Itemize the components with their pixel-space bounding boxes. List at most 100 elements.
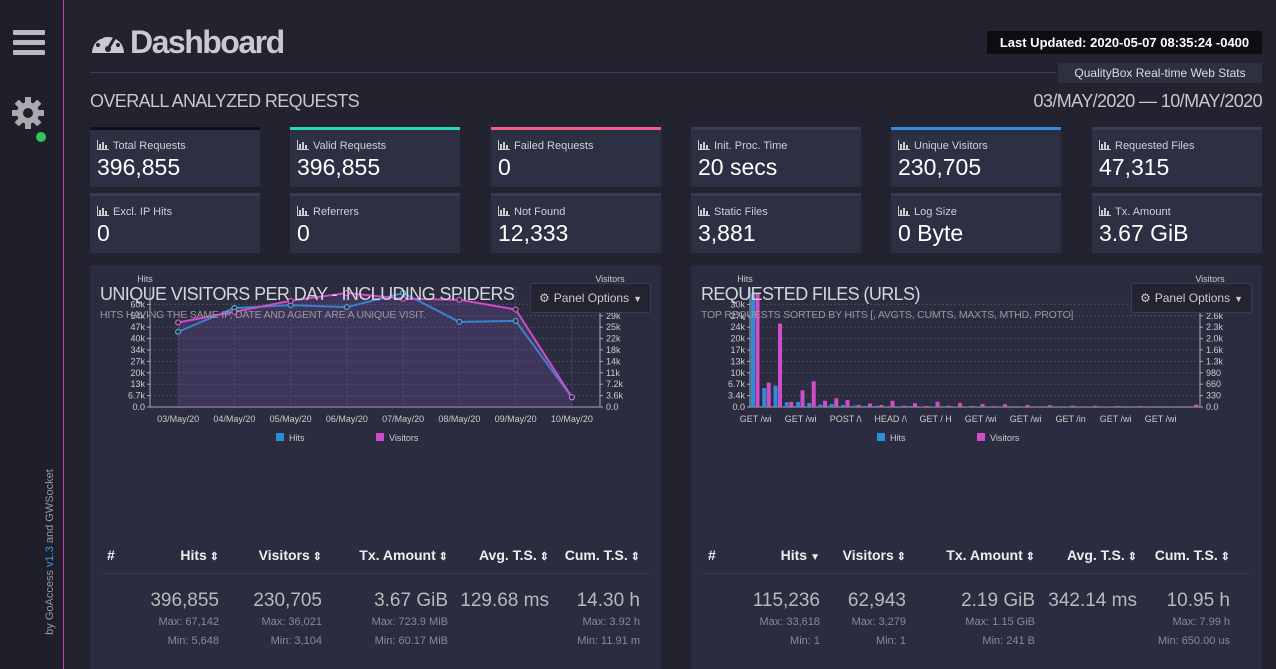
cell-max: Max: 3.92 h xyxy=(582,616,640,628)
subtitle: QualityBox Real-time Web Stats xyxy=(1058,63,1262,83)
cell-value: 129.68 ms xyxy=(460,590,549,611)
bar xyxy=(868,403,872,407)
card-value: 0 Byte xyxy=(898,220,964,246)
menu-icon[interactable] xyxy=(13,30,45,56)
cell-min: Min: 1 xyxy=(876,635,906,647)
column-header[interactable]: Cum. T.S. ⇕ xyxy=(1154,547,1230,563)
card-label-text: Valid Requests xyxy=(313,140,387,152)
column-header[interactable]: Visitors ⇕ xyxy=(258,547,322,563)
column-header-text: Cum. T.S. xyxy=(564,547,628,563)
column-header-text: Hits xyxy=(180,547,207,563)
bar xyxy=(991,406,996,407)
bar xyxy=(1014,406,1019,407)
bar xyxy=(976,406,980,407)
y2-tick-label: 14k xyxy=(606,356,621,366)
card-value: 230,705 xyxy=(898,154,982,180)
bar xyxy=(913,403,917,407)
column-header[interactable]: Tx. Amount ⇕ xyxy=(946,547,1035,563)
point xyxy=(175,319,182,326)
cell-min: Min: 650.00 us xyxy=(1157,635,1230,647)
bar xyxy=(1194,404,1199,407)
bar xyxy=(1081,406,1086,407)
point xyxy=(568,394,575,401)
y-tick-label: 27k xyxy=(730,311,745,321)
legend-swatch xyxy=(877,433,885,441)
y-axis-title: Hits xyxy=(737,274,753,284)
card-label-text: Tx. Amount xyxy=(1115,206,1171,218)
card-label: Excl. IP Hits xyxy=(97,206,172,218)
bar xyxy=(778,323,782,407)
bar xyxy=(834,398,839,407)
header-rule xyxy=(703,573,1250,574)
bar xyxy=(980,403,985,407)
x-tick-label: 10/May/20 xyxy=(551,414,593,424)
cell-value: 62,943 xyxy=(847,590,906,611)
panel-options-button[interactable]: ⚙ Panel Options ▼ xyxy=(530,283,651,313)
y2-tick-label: 2.0k xyxy=(1206,334,1224,344)
stat-card: Log Size 0 Byte xyxy=(891,193,1061,253)
bar xyxy=(852,405,857,407)
column-header[interactable]: Hits ⇕ xyxy=(180,547,219,563)
column-header[interactable]: Cum. T.S. ⇕ xyxy=(564,547,640,563)
y2-tick-label: 2.3k xyxy=(1206,322,1224,332)
column-header: # xyxy=(107,547,115,563)
y2-axis-title: Visitors xyxy=(595,274,625,284)
card-label: Tx. Amount xyxy=(1099,206,1171,218)
card-value: 396,855 xyxy=(297,154,381,180)
x-tick-label: POST /\ xyxy=(830,414,862,424)
panel-title: REQUESTED FILES (URLS) xyxy=(701,284,920,304)
stat-card: Static Files 3,881 xyxy=(691,193,861,253)
cell-min: Min: 5,648 xyxy=(167,635,219,647)
bar xyxy=(1138,406,1142,407)
x-tick-label: GET /wi xyxy=(1100,414,1132,424)
stat-card: Tx. Amount 3.67 GiB xyxy=(1092,193,1262,253)
column-header[interactable]: Avg. T.S. ⇕ xyxy=(478,547,549,563)
column-header[interactable]: Hits ▼ xyxy=(780,547,820,563)
bar xyxy=(919,406,924,407)
bar xyxy=(1104,406,1109,407)
x-tick-label: 09/May/20 xyxy=(495,414,537,424)
bar xyxy=(1183,406,1187,407)
column-header-text: Hits xyxy=(780,547,808,563)
x-tick-label: 04/May/20 xyxy=(213,414,255,424)
panel-options-button[interactable]: ⚙ Panel Options ▼ xyxy=(1131,283,1252,313)
y-tick-label: 17k xyxy=(730,345,745,355)
y2-tick-label: 22k xyxy=(606,334,621,344)
card-label: Referrers xyxy=(297,206,359,218)
x-tick-label: 07/May/20 xyxy=(382,414,424,424)
stat-card: Unique Visitors 230,705 xyxy=(891,127,1061,187)
stat-card: Not Found 12,333 xyxy=(491,193,661,253)
settings-icon[interactable] xyxy=(12,97,48,143)
card-label: Total Requests xyxy=(97,140,186,152)
legend-label: Visitors xyxy=(990,433,1020,443)
column-header[interactable]: Avg. T.S. ⇕ xyxy=(1066,547,1137,563)
card-label-text: Not Found xyxy=(514,206,566,218)
y2-tick-label: 3.6k xyxy=(606,391,624,401)
y-tick-label: 13k xyxy=(130,379,145,389)
cell-min: Min: 241 B xyxy=(982,635,1035,647)
y2-tick-label: 18k xyxy=(606,345,621,355)
column-header[interactable]: Tx. Amount ⇕ xyxy=(359,547,448,563)
card-value: 0 xyxy=(97,220,110,246)
cell-min: Min: 60.17 MiB xyxy=(374,635,448,647)
bar xyxy=(1160,406,1165,407)
bar xyxy=(856,404,861,407)
panel-subtitle: HITS HAVING THE SAME IP, DATE AND AGENT … xyxy=(100,309,426,321)
bar xyxy=(1003,404,1007,407)
bar xyxy=(818,404,823,407)
y2-tick-label: 0.0 xyxy=(1206,402,1219,412)
legend-label: Hits xyxy=(890,433,906,443)
x-tick-label: GET /wi xyxy=(1010,414,1042,424)
card-value: 12,333 xyxy=(498,220,569,246)
column-header-text: Cum. T.S. xyxy=(1154,547,1218,563)
stat-card: Failed Requests 0 xyxy=(491,127,661,187)
x-tick-label: GET / H xyxy=(919,414,951,424)
card-value: 0 xyxy=(498,154,511,180)
version-link[interactable]: v1.3 xyxy=(44,546,56,567)
column-header-text: Visitors xyxy=(842,547,894,563)
card-value: 396,855 xyxy=(97,154,181,180)
panel: UNIQUE VISITORS PER DAY - INCLUDING SPID… xyxy=(90,265,661,669)
x-tick-label: GET /wi xyxy=(740,414,772,424)
column-header-text: # xyxy=(708,547,716,563)
column-header[interactable]: Visitors ⇕ xyxy=(842,547,906,563)
